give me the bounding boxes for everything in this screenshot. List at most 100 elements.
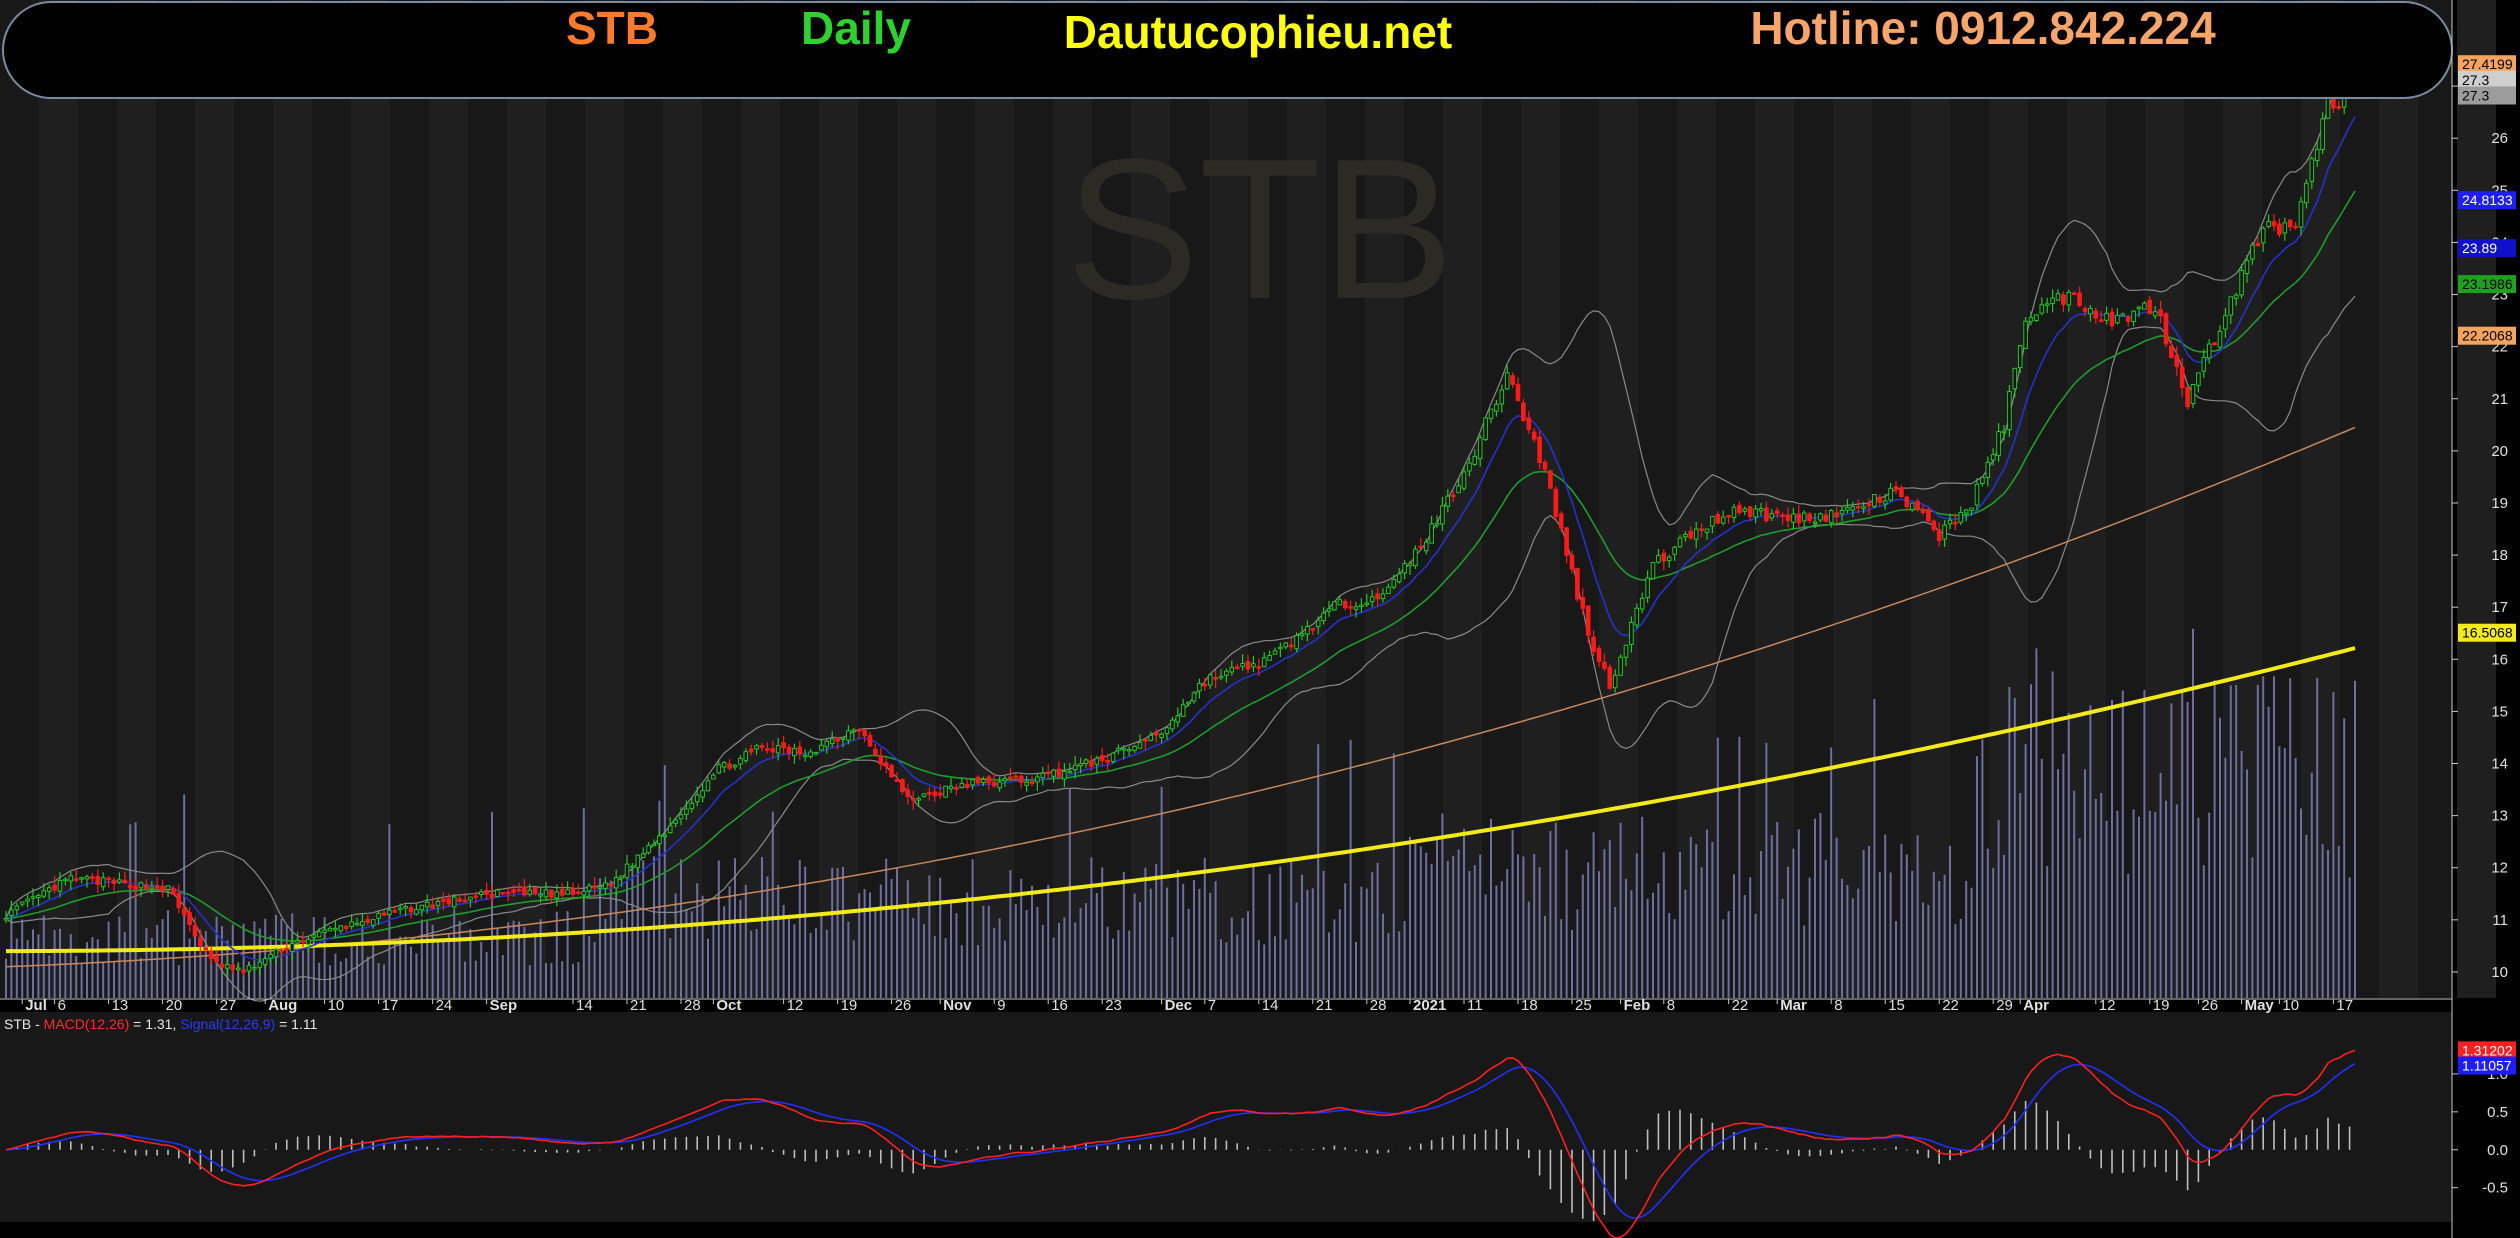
candle-body-388 (2098, 319, 2104, 323)
candle-body-53 (289, 942, 295, 952)
candle-body-188 (1018, 775, 1024, 783)
candle-body-233 (1261, 657, 1267, 668)
candle-body-140 (759, 745, 765, 748)
candle-body-404 (2185, 386, 2190, 408)
candle-body-336 (1818, 513, 1823, 521)
candle-body-24 (133, 885, 138, 890)
candle-body-36 (198, 937, 203, 947)
candle-body-87 (473, 895, 479, 898)
price-tick-label-10: 20 (2491, 443, 2508, 460)
candle-body-295 (1596, 647, 1602, 662)
x-tick-label-1: 6 (58, 997, 66, 1014)
candle-body-294 (1591, 636, 1596, 653)
candle-body-80 (435, 901, 441, 906)
candle-body-317 (1715, 513, 1721, 524)
candle-body-406 (2196, 372, 2201, 386)
candle-body-27 (149, 886, 155, 890)
candle-body-57 (311, 934, 317, 938)
candle-body-420 (2271, 221, 2277, 227)
candle-body-288 (1558, 513, 1564, 529)
candle-body-261 (1413, 548, 1418, 567)
candle-body-243 (1315, 619, 1321, 628)
stripe-31 (1209, 0, 1248, 998)
candle-body-377 (2039, 304, 2045, 314)
candle-body-200 (1083, 759, 1089, 764)
candle-body-215 (1164, 727, 1170, 735)
candle-body-198 (1072, 764, 1078, 771)
candle-body-84 (457, 898, 462, 902)
candle-body-77 (419, 904, 425, 911)
candle-body-72 (392, 910, 398, 913)
macd-line (5, 1049, 2356, 1238)
candle-body-339 (1834, 512, 1839, 518)
candle-body-367 (1985, 461, 1991, 478)
x-tick-label-18: 9 (997, 997, 1005, 1014)
candle-body-192 (1040, 772, 1046, 779)
candle-body-218 (1180, 704, 1186, 717)
candle-body-302 (1634, 607, 1640, 626)
candle-body-182 (986, 776, 992, 783)
candle-body-105 (570, 888, 576, 895)
candle-body-86 (468, 896, 473, 901)
candle-body-99 (538, 894, 543, 897)
x-tick-label-2: 13 (112, 997, 129, 1014)
candle-body-48 (262, 958, 268, 966)
x-tick-label-13: Oct (716, 997, 741, 1014)
candle-body-326 (1764, 507, 1769, 521)
price-tag-label-1: 27.3 (2462, 72, 2489, 88)
candle-body-199 (1078, 763, 1083, 767)
candle-body-203 (1099, 755, 1105, 762)
price-tick-label-2: 12 (2491, 860, 2508, 877)
price-tick-label-0: 10 (2491, 964, 2508, 981)
candle-body-202 (1094, 757, 1100, 765)
candle-body-227 (1229, 666, 1235, 673)
candle-body-349 (1888, 487, 1893, 501)
candle-body-74 (403, 906, 408, 909)
macd-tag-box-1 (2458, 1056, 2516, 1075)
candle-body-110 (597, 886, 603, 890)
candle-body-424 (2293, 225, 2298, 229)
candle-body-1 (9, 909, 14, 916)
candle-body-385 (2082, 307, 2088, 312)
candle-body-236 (1278, 646, 1283, 650)
candle-body-330 (1785, 514, 1791, 521)
candle-body-358 (1936, 529, 1942, 541)
candle-body-134 (727, 763, 732, 769)
candle-body-401 (2169, 345, 2174, 358)
candle-body-221 (1197, 682, 1202, 692)
candle-body-407 (2201, 356, 2207, 372)
price-tick-label-8: 18 (2491, 547, 2508, 564)
macd-legend-macd-value: = 1.31, (129, 1016, 180, 1032)
candle-body-292 (1580, 596, 1586, 609)
candle-body-303 (1639, 597, 1645, 610)
candle-body-346 (1872, 494, 1877, 507)
candle-body-306 (1656, 554, 1661, 563)
candle-body-68 (370, 919, 376, 926)
candle-body-373 (2017, 345, 2023, 369)
candle-body-395 (2136, 306, 2142, 310)
price-tick-label-9: 19 (2491, 495, 2508, 512)
candles (3, 69, 2358, 977)
candle-body-82 (446, 898, 452, 905)
candle-body-264 (1429, 523, 1434, 544)
candle-body-393 (2125, 316, 2131, 322)
candle-body-374 (2023, 320, 2028, 349)
candle-body-0 (3, 917, 9, 921)
candle-body-366 (1980, 476, 1985, 485)
x-tick-label-30: Feb (1624, 997, 1651, 1014)
stripe-5 (195, 0, 234, 998)
candle-body-340 (1839, 509, 1845, 515)
candle-body-3 (19, 901, 25, 905)
candle-body-83 (451, 896, 457, 908)
volume-bars (5, 628, 2356, 998)
candle-body-51 (279, 949, 284, 953)
candle-body-14 (79, 877, 84, 880)
candle-body-314 (1699, 528, 1704, 531)
candle-body-29 (160, 885, 165, 892)
candle-body-58 (316, 931, 322, 938)
candle-body-379 (2050, 297, 2055, 304)
candle-body-101 (549, 889, 554, 898)
candle-body-280 (1515, 383, 1521, 402)
candle-body-67 (365, 919, 371, 923)
candle-body-206 (1116, 747, 1121, 751)
